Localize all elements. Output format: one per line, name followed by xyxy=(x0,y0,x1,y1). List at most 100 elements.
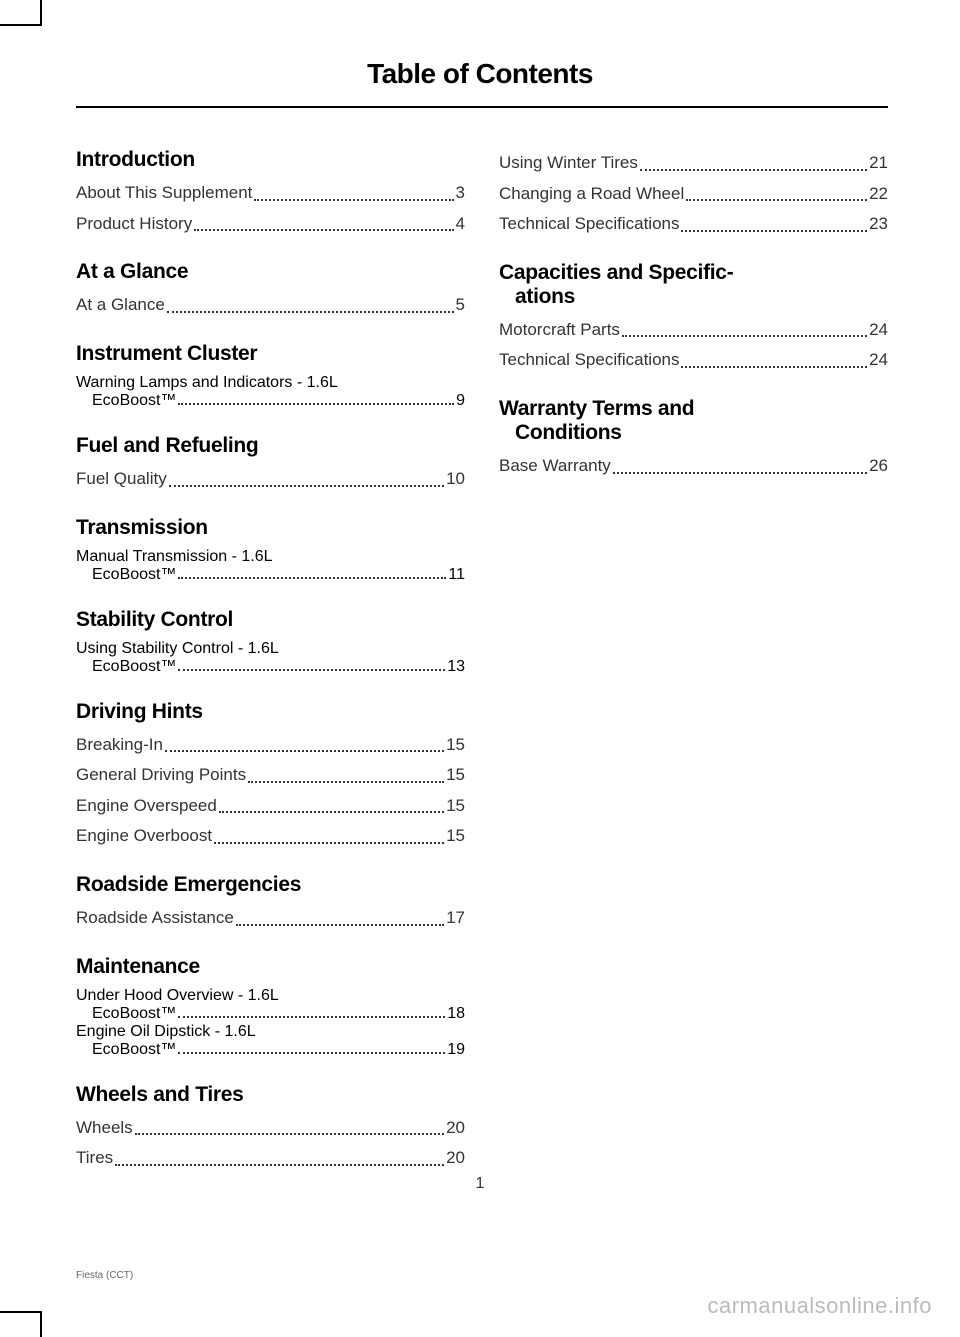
toc-label: At a Glance xyxy=(76,292,165,318)
toc-dots xyxy=(236,924,444,926)
toc-entry: Base Warranty 26 xyxy=(499,453,888,479)
toc-entry: Product History 4 xyxy=(76,211,465,237)
toc-label: Product History xyxy=(76,211,192,237)
toc-entry: Tires 20 xyxy=(76,1145,465,1171)
toc-page: 22 xyxy=(869,181,888,207)
section-heading: Roadside Emergencies xyxy=(76,873,465,897)
toc-dots xyxy=(686,199,867,201)
section-maintenance: Maintenance Under Hood Overview - 1.6L E… xyxy=(76,955,465,1059)
heading-line2: ations xyxy=(499,285,888,309)
toc-label: General Driving Points xyxy=(76,762,246,788)
toc-dots xyxy=(165,750,444,752)
section-transmission: Transmission Manual Transmission - 1.6L … xyxy=(76,516,465,584)
left-column: Introduction About This Supplement 3 Pro… xyxy=(76,148,465,1195)
section-heading: Driving Hints xyxy=(76,700,465,724)
section-heading: Warranty Terms and Conditions xyxy=(499,397,888,445)
footer-model: Fiesta (CCT) xyxy=(76,1270,133,1281)
toc-entry: General Driving Points 15 xyxy=(76,762,465,788)
toc-page: 17 xyxy=(446,905,465,931)
watermark: carmanualsonline.info xyxy=(707,1293,932,1319)
toc-label: Motorcraft Parts xyxy=(499,317,620,343)
toc-dots xyxy=(115,1164,444,1166)
toc-dots xyxy=(178,577,446,579)
section-heading: At a Glance xyxy=(76,260,465,284)
toc-entry: Motorcraft Parts 24 xyxy=(499,317,888,343)
toc-entry: Wheels 20 xyxy=(76,1115,465,1141)
section-introduction: Introduction About This Supplement 3 Pro… xyxy=(76,148,465,236)
section-heading: Transmission xyxy=(76,516,465,540)
toc-label-line2: EcoBoost™ xyxy=(92,658,176,676)
toc-dots xyxy=(194,229,453,231)
toc-label: Technical Specifications xyxy=(499,211,679,237)
heading-line1: Warranty Terms and xyxy=(499,397,694,420)
toc-label: Engine Overspeed xyxy=(76,793,217,819)
toc-entry: About This Supplement 3 xyxy=(76,180,465,206)
toc-label: Technical Specifications xyxy=(499,347,679,373)
toc-dots xyxy=(135,1133,444,1135)
crop-corner-top-left xyxy=(0,0,42,26)
section-heading: Wheels and Tires xyxy=(76,1083,465,1107)
section-heading: Fuel and Refueling xyxy=(76,434,465,458)
toc-dots xyxy=(178,1052,445,1054)
toc-dots xyxy=(640,169,867,171)
section-heading: Maintenance xyxy=(76,955,465,979)
toc-page: 15 xyxy=(446,793,465,819)
section-warranty: Warranty Terms and Conditions Base Warra… xyxy=(499,397,888,479)
heading-line2: Conditions xyxy=(499,421,888,445)
toc-entry: Engine Overspeed 15 xyxy=(76,793,465,819)
toc-page: 4 xyxy=(456,211,465,237)
section-capacities: Capacities and Specific- ations Motorcra… xyxy=(499,261,888,373)
section-at-a-glance: At a Glance At a Glance 5 xyxy=(76,260,465,318)
section-heading: Capacities and Specific- ations xyxy=(499,261,888,309)
page-title: Table of Contents xyxy=(0,0,960,106)
toc-label-line1: Manual Transmission - 1.6L xyxy=(76,548,465,566)
toc-page: 23 xyxy=(869,211,888,237)
section-heading: Instrument Cluster xyxy=(76,342,465,366)
heading-line1: Capacities and Specific- xyxy=(499,261,733,284)
toc-page: 15 xyxy=(446,732,465,758)
toc-page: 19 xyxy=(447,1041,465,1059)
section-heading: Introduction xyxy=(76,148,465,172)
section-stability-control: Stability Control Using Stability Contro… xyxy=(76,608,465,676)
toc-dots xyxy=(178,1016,445,1018)
toc-label-line2: EcoBoost™ xyxy=(92,1041,176,1059)
toc-entry: Roadside Assistance 17 xyxy=(76,905,465,931)
toc-label-line2: EcoBoost™ xyxy=(92,566,176,584)
toc-label: Engine Overboost xyxy=(76,823,212,849)
toc-page: 9 xyxy=(456,392,465,410)
toc-entry: Engine Overboost 15 xyxy=(76,823,465,849)
toc-page: 24 xyxy=(869,347,888,373)
toc-label: Using Winter Tires xyxy=(499,150,638,176)
toc-entry-multiline: Engine Oil Dipstick - 1.6L EcoBoost™ 19 xyxy=(76,1023,465,1059)
toc-entry: Changing a Road Wheel 22 xyxy=(499,181,888,207)
toc-page: 18 xyxy=(447,1005,465,1023)
toc-dots xyxy=(178,669,445,671)
toc-page: 24 xyxy=(869,317,888,343)
header-rule xyxy=(76,106,888,108)
toc-label-line1: Warning Lamps and Indicators - 1.6L xyxy=(76,374,465,392)
section-roadside-emergencies: Roadside Emergencies Roadside Assistance… xyxy=(76,873,465,931)
toc-page: 10 xyxy=(446,466,465,492)
toc-entry-multiline: Under Hood Overview - 1.6L EcoBoost™ 18 xyxy=(76,987,465,1023)
section-wheels-tires: Wheels and Tires Wheels 20 Tires 20 xyxy=(76,1083,465,1171)
toc-entry-multiline: Using Stability Control - 1.6L EcoBoost™… xyxy=(76,640,465,676)
toc-dots xyxy=(613,472,867,474)
toc-page: 26 xyxy=(869,453,888,479)
toc-label-line1: Engine Oil Dipstick - 1.6L xyxy=(76,1023,465,1041)
toc-dots xyxy=(622,335,867,337)
toc-entry: Fuel Quality 10 xyxy=(76,466,465,492)
toc-dots xyxy=(681,366,867,368)
toc-label-line2: EcoBoost™ xyxy=(92,392,176,410)
toc-entry: Using Winter Tires 21 xyxy=(499,150,888,176)
toc-label: Tires xyxy=(76,1145,113,1171)
toc-entry: At a Glance 5 xyxy=(76,292,465,318)
toc-label: Wheels xyxy=(76,1115,133,1141)
toc-page: 11 xyxy=(448,566,465,584)
toc-label-line2: EcoBoost™ xyxy=(92,1005,176,1023)
toc-label: Roadside Assistance xyxy=(76,905,234,931)
toc-page: 20 xyxy=(446,1145,465,1171)
toc-dots xyxy=(169,485,444,487)
toc-page: 15 xyxy=(446,823,465,849)
toc-label: Changing a Road Wheel xyxy=(499,181,684,207)
section-continuation: Using Winter Tires 21 Changing a Road Wh… xyxy=(499,150,888,237)
